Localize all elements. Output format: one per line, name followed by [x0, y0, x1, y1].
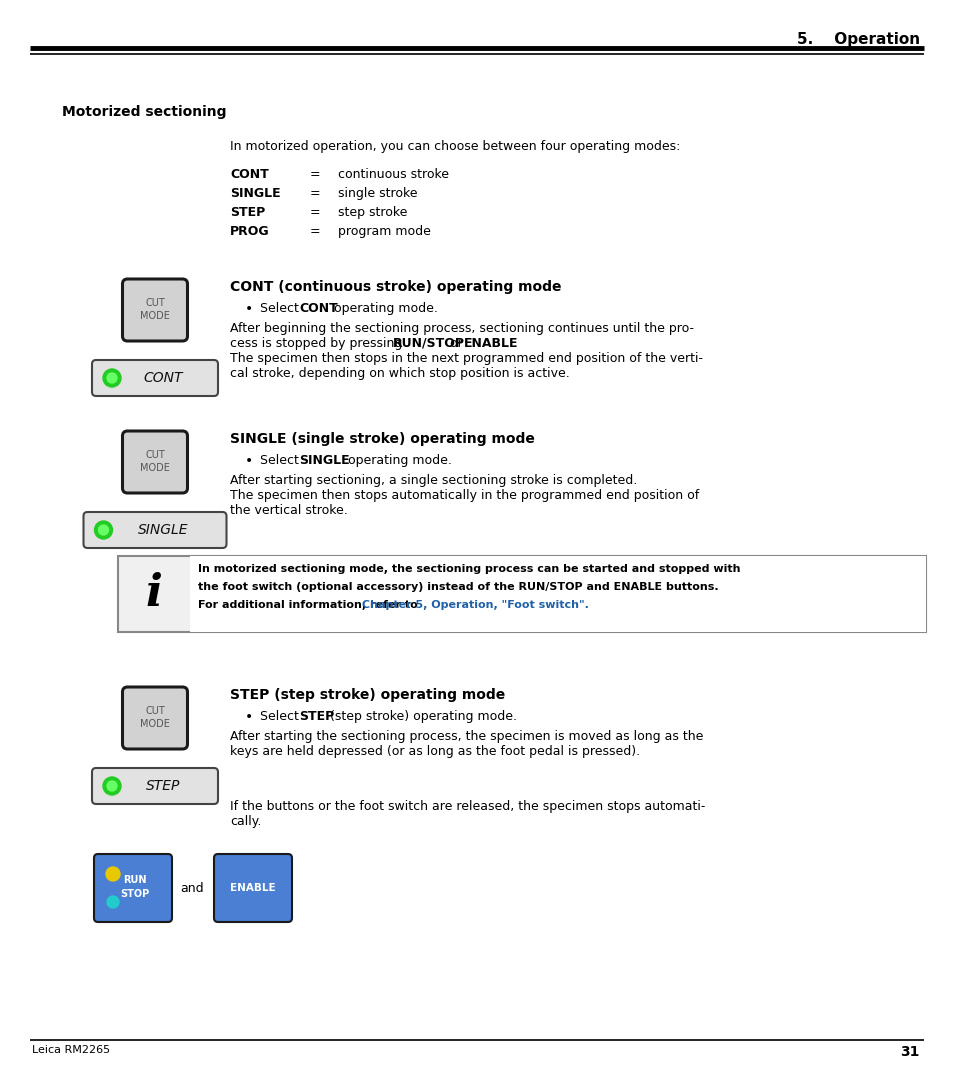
Text: MODE: MODE	[140, 311, 170, 321]
Text: CUT: CUT	[145, 298, 165, 308]
Text: •: •	[245, 454, 253, 468]
Bar	[190, 556, 925, 632]
Circle shape	[107, 373, 117, 383]
Text: Select: Select	[260, 710, 302, 723]
Text: STEP: STEP	[146, 779, 180, 793]
Text: CONT: CONT	[298, 302, 337, 315]
Text: =: =	[310, 187, 320, 200]
Circle shape	[106, 867, 120, 881]
Text: STOP: STOP	[120, 889, 150, 899]
FancyBboxPatch shape	[94, 854, 172, 922]
FancyBboxPatch shape	[213, 854, 292, 922]
FancyBboxPatch shape	[84, 512, 226, 548]
Text: ENABLE: ENABLE	[230, 883, 275, 893]
Text: cal stroke, depending on which stop position is active.: cal stroke, depending on which stop posi…	[230, 367, 569, 380]
Text: .: .	[504, 337, 509, 350]
Text: SINGLE: SINGLE	[230, 187, 280, 200]
Text: operating mode.: operating mode.	[344, 454, 452, 467]
Text: Motorized sectioning: Motorized sectioning	[62, 105, 226, 119]
Text: Select: Select	[260, 302, 302, 315]
Text: Chapter 5, Operation, "Foot switch".: Chapter 5, Operation, "Foot switch".	[361, 600, 588, 610]
Text: PROG: PROG	[230, 225, 270, 238]
Text: SINGLE (single stroke) operating mode: SINGLE (single stroke) operating mode	[230, 432, 535, 446]
Circle shape	[103, 777, 121, 795]
Text: STEP: STEP	[230, 206, 265, 219]
Text: After starting the sectioning process, the specimen is moved as long as the: After starting the sectioning process, t…	[230, 730, 702, 743]
Text: RUN: RUN	[123, 875, 147, 885]
Text: cess is stopped by pressing: cess is stopped by pressing	[230, 337, 406, 350]
Text: or: or	[446, 337, 466, 350]
Text: step stroke: step stroke	[337, 206, 407, 219]
Text: Leica RM2265: Leica RM2265	[32, 1045, 110, 1055]
Text: the foot switch (optional accessory) instead of the RUN/STOP and ENABLE buttons.: the foot switch (optional accessory) ins…	[198, 582, 718, 592]
Text: After starting sectioning, a single sectioning stroke is completed.: After starting sectioning, a single sect…	[230, 474, 637, 487]
Text: •: •	[245, 302, 253, 316]
Text: and: and	[180, 881, 204, 894]
Text: MODE: MODE	[140, 463, 170, 473]
Text: continuous stroke: continuous stroke	[337, 168, 449, 181]
Text: CONT: CONT	[143, 372, 183, 384]
Text: STEP: STEP	[298, 710, 334, 723]
Text: cally.: cally.	[230, 815, 261, 828]
Text: SINGLE: SINGLE	[298, 454, 349, 467]
FancyBboxPatch shape	[91, 768, 218, 804]
Circle shape	[98, 525, 109, 535]
Text: MODE: MODE	[140, 719, 170, 729]
Text: program mode: program mode	[337, 225, 431, 238]
Text: After beginning the sectioning process, sectioning continues until the pro-: After beginning the sectioning process, …	[230, 322, 693, 335]
Text: In motorized operation, you can choose between four operating modes:: In motorized operation, you can choose b…	[230, 140, 679, 153]
Text: CONT (continuous stroke) operating mode: CONT (continuous stroke) operating mode	[230, 280, 561, 294]
Text: RUN/STOP: RUN/STOP	[393, 337, 464, 350]
Text: STEP (step stroke) operating mode: STEP (step stroke) operating mode	[230, 688, 505, 702]
Text: Select: Select	[260, 454, 302, 467]
Text: CUT: CUT	[145, 450, 165, 460]
Text: operating mode.: operating mode.	[330, 302, 437, 315]
Text: CUT: CUT	[145, 706, 165, 716]
Text: In motorized sectioning mode, the sectioning process can be started and stopped : In motorized sectioning mode, the sectio…	[198, 564, 740, 573]
Text: If the buttons or the foot switch are released, the specimen stops automati-: If the buttons or the foot switch are re…	[230, 800, 704, 813]
Circle shape	[107, 896, 119, 908]
Text: =: =	[310, 225, 320, 238]
FancyBboxPatch shape	[122, 279, 188, 341]
Text: SINGLE: SINGLE	[137, 523, 188, 537]
Text: CONT: CONT	[230, 168, 269, 181]
FancyBboxPatch shape	[91, 360, 218, 396]
Text: =: =	[310, 206, 320, 219]
Text: 5.    Operation: 5. Operation	[796, 32, 919, 48]
Text: the vertical stroke.: the vertical stroke.	[230, 504, 348, 517]
Text: single stroke: single stroke	[337, 187, 417, 200]
Text: For additional information, refer to: For additional information, refer to	[198, 600, 421, 610]
Text: (step stroke) operating mode.: (step stroke) operating mode.	[326, 710, 517, 723]
Text: keys are held depressed (or as long as the foot pedal is pressed).: keys are held depressed (or as long as t…	[230, 745, 639, 758]
Text: 31: 31	[900, 1045, 919, 1059]
Text: The specimen then stops in the next programmed end position of the verti-: The specimen then stops in the next prog…	[230, 352, 702, 365]
Circle shape	[103, 369, 121, 387]
Text: •: •	[245, 710, 253, 724]
Circle shape	[107, 781, 117, 791]
FancyBboxPatch shape	[122, 687, 188, 750]
Text: The specimen then stops automatically in the programmed end position of: The specimen then stops automatically in…	[230, 489, 699, 502]
Text: ENABLE: ENABLE	[463, 337, 518, 350]
Bar	[118, 556, 925, 632]
FancyBboxPatch shape	[122, 431, 188, 492]
Circle shape	[94, 521, 112, 539]
Text: i: i	[146, 572, 162, 616]
Text: =: =	[310, 168, 320, 181]
